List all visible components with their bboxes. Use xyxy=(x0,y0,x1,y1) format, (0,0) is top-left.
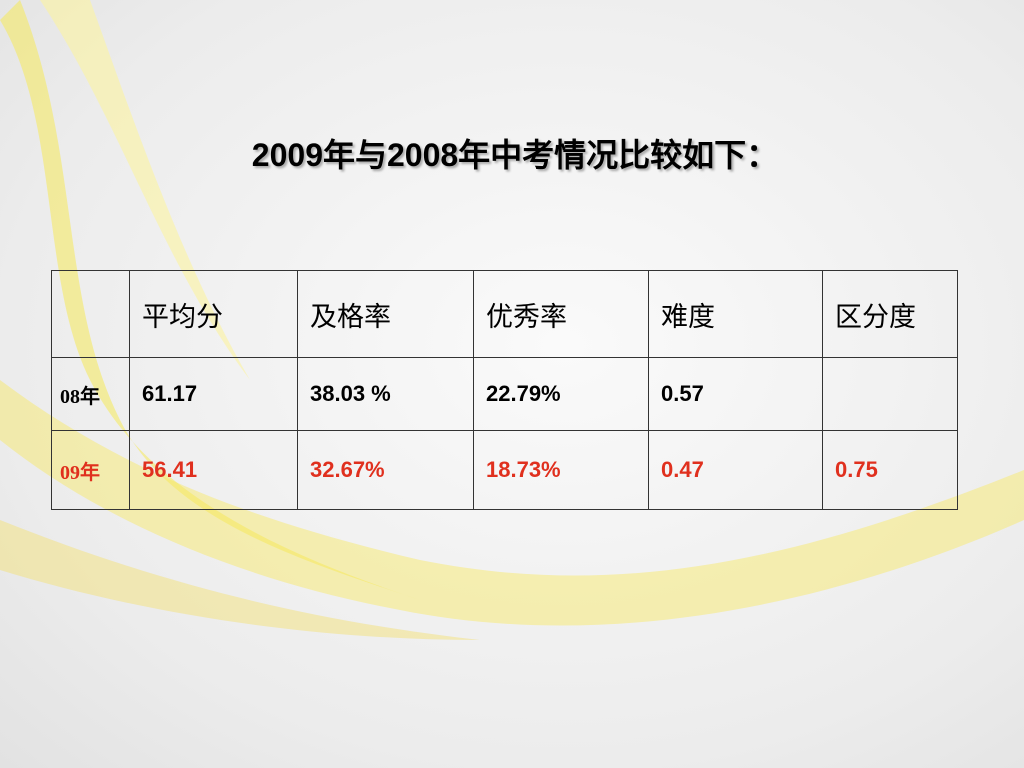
data-table: 平均分 及格率 优秀率 难度 区分度 08年 61.17 38.03 % 22.79% 0.57 0… xyxy=(51,270,958,510)
row-label: 08年 xyxy=(51,357,130,431)
column-header: 难度 xyxy=(648,270,823,358)
data-cell: 0.75 xyxy=(822,430,958,510)
column-header: 及格率 xyxy=(297,270,474,358)
data-cell: 61.17 xyxy=(129,357,298,431)
title: 2009年与2008年中考情况比较如下： xyxy=(251,137,779,173)
data-cell: 56.41 xyxy=(129,430,298,510)
data-cell: 32.67% xyxy=(297,430,474,510)
column-header: 区分度 xyxy=(822,270,958,358)
corner-cell xyxy=(51,270,130,358)
data-row: 09年 56.41 32.67% 18.73% 0.47 0.75 xyxy=(51,430,958,510)
row-label: 09年 xyxy=(51,430,130,510)
data-cell: 38.03 % xyxy=(297,357,474,431)
data-cell: 0.57 xyxy=(648,357,823,431)
column-header: 平均分 xyxy=(129,270,298,358)
data-cell: 18.73% xyxy=(473,430,649,510)
header-row: 平均分 及格率 优秀率 难度 区分度 xyxy=(51,270,958,358)
data-cell: 22.79% xyxy=(473,357,649,431)
data-row: 08年 61.17 38.03 % 22.79% 0.57 xyxy=(51,357,958,431)
column-header: 优秀率 xyxy=(473,270,649,358)
empty-cell xyxy=(822,357,958,431)
data-cell: 0.47 xyxy=(648,430,823,510)
